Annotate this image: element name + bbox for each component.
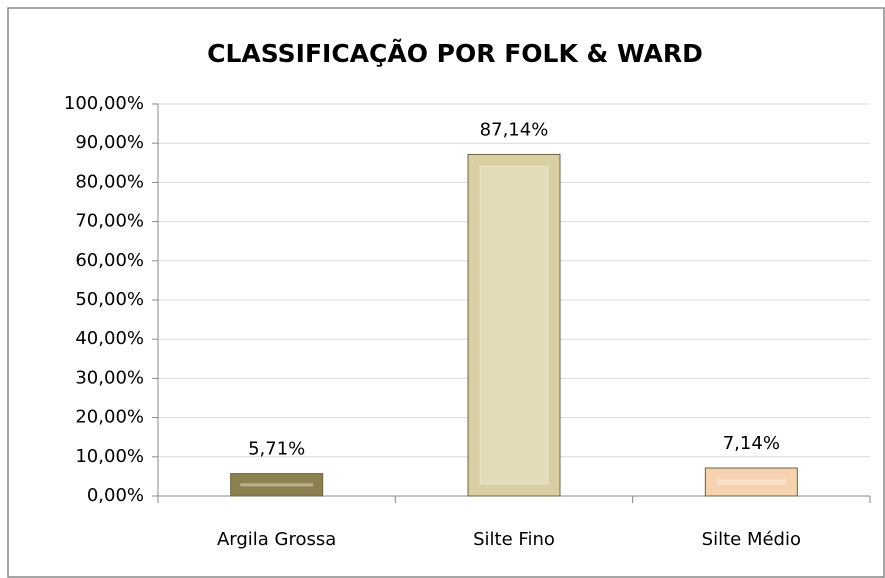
bar: [467, 153, 561, 497]
y-tick-label: 50,00%: [75, 289, 144, 310]
value-label: 7,14%: [723, 433, 780, 454]
bar-bevel: [240, 483, 313, 487]
x-tick-label: Silte Médio: [702, 529, 801, 550]
x-tick-label: Silte Fino: [473, 529, 555, 550]
y-tick-label: 60,00%: [75, 250, 144, 271]
y-tick-label: 40,00%: [75, 328, 144, 349]
y-tick-label: 30,00%: [75, 367, 144, 388]
y-tick-label: 100,00%: [64, 93, 144, 114]
y-tick-label: 0,00%: [87, 485, 144, 506]
bar: [704, 467, 798, 497]
bar-bevel: [716, 479, 786, 485]
value-label: 87,14%: [480, 119, 549, 140]
chart-title: CLASSIFICAÇÃO POR FOLK & WARD: [207, 39, 703, 68]
bar: [230, 473, 324, 497]
y-tick-label: 70,00%: [75, 211, 144, 232]
bar-bevel: [479, 165, 549, 485]
y-tick-label: 90,00%: [75, 132, 144, 153]
x-tick-label: Argila Grossa: [217, 529, 336, 550]
y-tick-label: 20,00%: [75, 407, 144, 428]
y-tick-label: 80,00%: [75, 171, 144, 192]
value-label: 5,71%: [248, 439, 305, 460]
y-tick-label: 10,00%: [75, 446, 144, 467]
